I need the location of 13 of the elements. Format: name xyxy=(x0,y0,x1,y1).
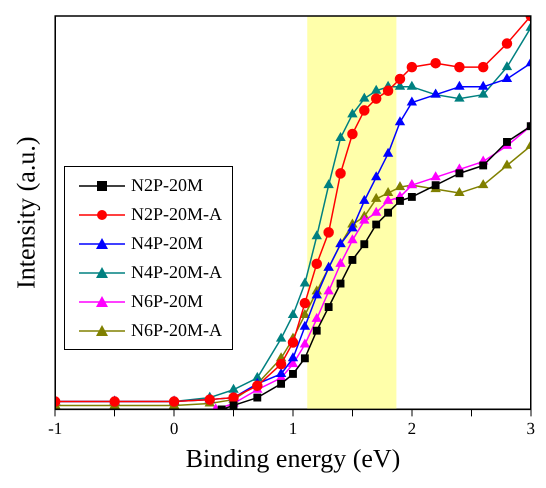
legend-label: N4P-20M-A xyxy=(131,262,222,283)
x-tick-label: -1 xyxy=(48,419,62,438)
y-axis-title: Intensity (a.u.) xyxy=(11,136,40,289)
x-tick-label: 2 xyxy=(408,419,416,438)
legend-label: N2P-20M-A xyxy=(131,204,222,225)
legend-label: N4P-20M xyxy=(131,233,204,254)
legend-label: N6P-20M-A xyxy=(131,320,222,341)
x-tick-label: 1 xyxy=(288,419,298,438)
legend-label: N2P-20M xyxy=(131,175,204,196)
x-tick-label: 0 xyxy=(170,419,178,438)
x-axis-title: Binding energy (eV) xyxy=(186,444,400,474)
x-tick-label: 3 xyxy=(526,419,535,438)
legend-label: N6P-20M xyxy=(131,291,204,312)
